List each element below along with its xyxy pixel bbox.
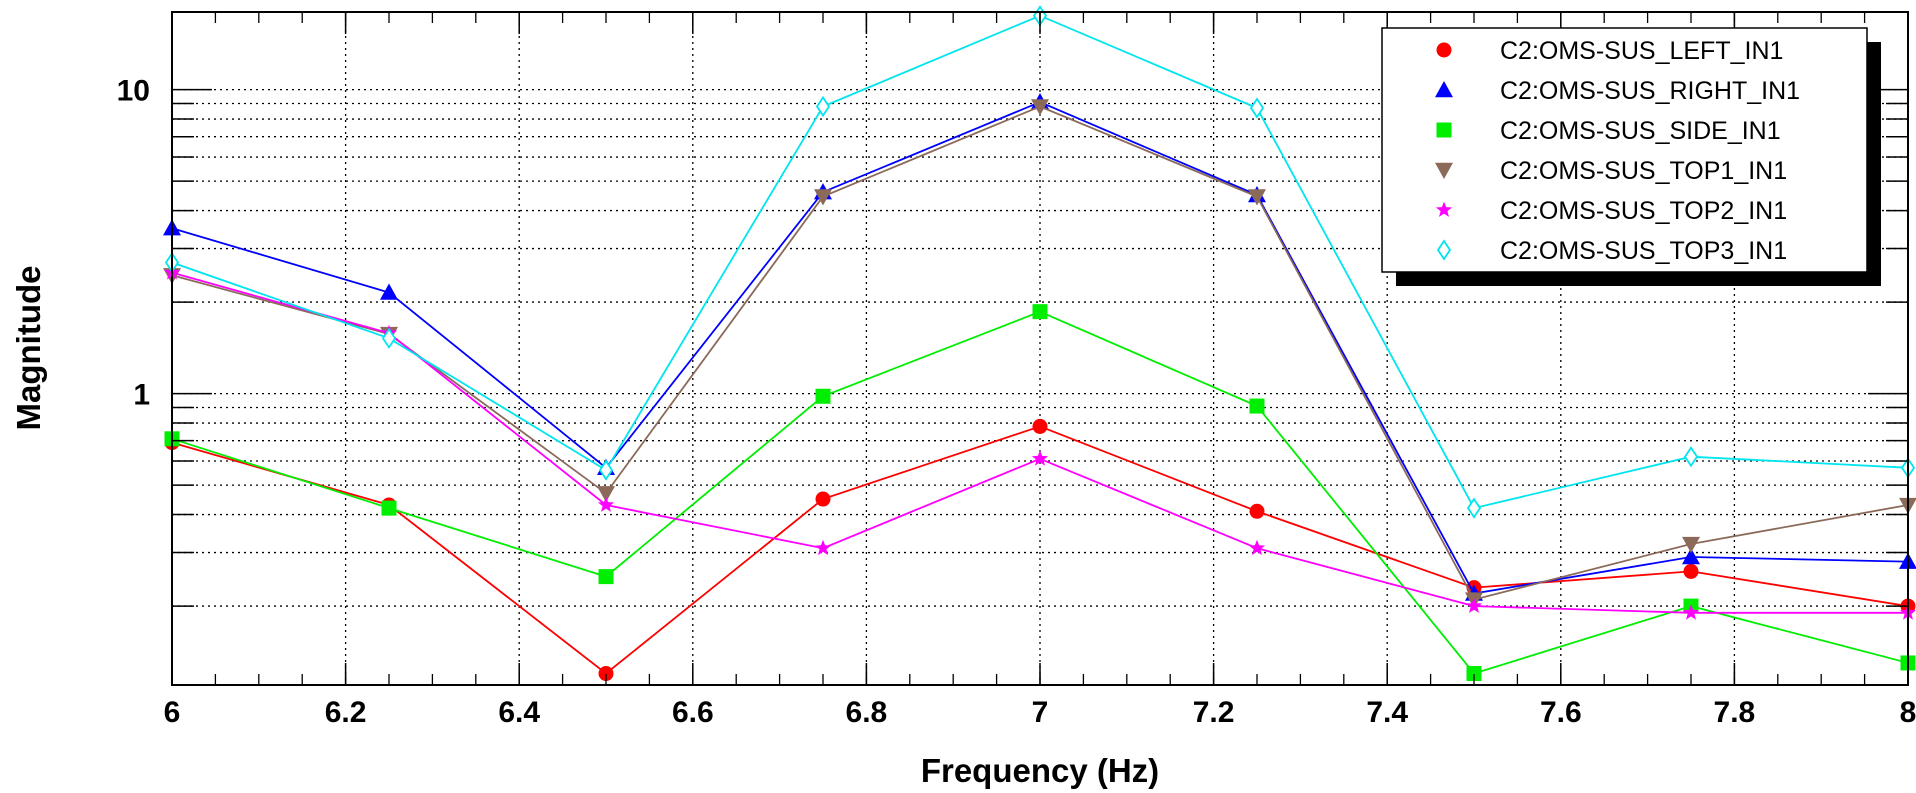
data-point — [1249, 97, 1265, 119]
x-tick-labels: 6 6.2 6.4 6.6 6.8 7 7.2 7.4 7.6 7.8 8 — [164, 696, 1916, 729]
x-tick-label: 6 — [164, 696, 181, 729]
data-point — [1466, 666, 1482, 682]
data-point — [381, 327, 397, 349]
data-point — [1031, 99, 1049, 116]
data-point — [1249, 503, 1265, 519]
legend-entry-label: C2:OMS-SUS_SIDE_IN1 — [1500, 117, 1781, 145]
legend: C2:OMS-SUS_LEFT_IN1 C2:OMS-SUS_RIGHT_IN1 C… — [1381, 27, 1881, 286]
series-0 — [164, 418, 1916, 682]
data-point — [1466, 497, 1482, 519]
x-tick-label: 6.4 — [498, 696, 540, 729]
data-point — [814, 189, 832, 206]
y-tick-label: 10 — [117, 75, 150, 108]
legend-marker — [1436, 42, 1452, 58]
x-tick-label: 7.2 — [1193, 696, 1235, 729]
x-axis-title: Frequency (Hz) — [921, 752, 1159, 789]
x-tick-label: 7 — [1032, 696, 1049, 729]
x-tick-label: 7.8 — [1714, 696, 1756, 729]
data-point — [1248, 189, 1266, 206]
data-point — [814, 539, 832, 556]
data-point — [598, 459, 614, 481]
x-tick-label: 7.4 — [1366, 696, 1408, 729]
data-point — [380, 283, 398, 300]
legend-entry-label: C2:OMS-SUS_TOP2_IN1 — [1500, 197, 1787, 225]
y-tick-label: 1 — [133, 379, 150, 412]
series-2 — [164, 304, 1916, 682]
legend-marker — [1435, 201, 1453, 217]
axis-ticks — [171, 12, 1909, 685]
data-point — [1249, 398, 1265, 414]
data-point — [598, 666, 614, 682]
series-line — [171, 271, 1908, 614]
x-tick-label: 8 — [1900, 696, 1916, 729]
data-point — [598, 569, 614, 585]
data-point — [1682, 536, 1700, 554]
y-tick-labels: 1 10 — [117, 75, 150, 412]
legend-box — [1381, 27, 1868, 273]
data-point — [815, 491, 831, 507]
data-point — [1031, 450, 1049, 466]
legend-entry-label: C2:OMS-SUS_TOP1_IN1 — [1500, 157, 1787, 185]
data-point — [1682, 548, 1700, 565]
legend-entry-label: C2:OMS-SUS_LEFT_IN1 — [1500, 37, 1783, 65]
legend-entry-label: C2:OMS-SUS_RIGHT_IN1 — [1500, 77, 1800, 105]
data-point — [815, 95, 831, 118]
legend-marker — [1436, 122, 1452, 138]
data-point — [597, 496, 615, 512]
data-point — [1032, 304, 1048, 320]
x-tick-label: 7.6 — [1540, 696, 1582, 729]
data-point — [1032, 418, 1048, 434]
x-tick-label: 6.8 — [846, 696, 888, 729]
data-point — [815, 388, 831, 404]
data-point — [1683, 446, 1699, 468]
data-point — [381, 500, 397, 516]
x-tick-label: 6.6 — [672, 696, 714, 729]
data-point — [1682, 604, 1700, 620]
legend-marker — [1436, 239, 1452, 261]
x-tick-label: 6.2 — [325, 696, 367, 729]
y-axis-title: Magnitude — [10, 266, 47, 431]
data-point — [1465, 597, 1483, 613]
legend-marker — [1435, 162, 1453, 179]
legend-marker — [1435, 81, 1453, 98]
data-point — [1248, 539, 1266, 556]
data-point — [1683, 563, 1699, 579]
data-point — [597, 486, 615, 503]
legend-entry-label: C2:OMS-SUS_TOP3_IN1 — [1500, 237, 1787, 265]
